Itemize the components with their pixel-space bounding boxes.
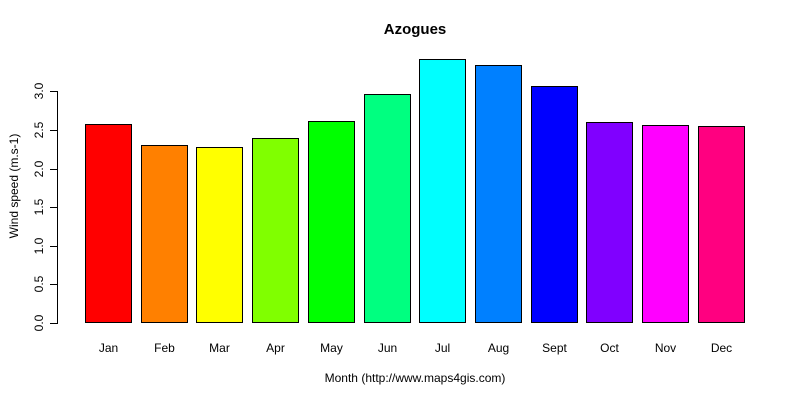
y-tick-label-2.0: 2.0 [32,160,46,178]
y-tick-label-1.0: 1.0 [32,237,46,255]
bar-sept [531,86,578,323]
y-tick-label-3.0: 3.0 [32,82,46,100]
chart-title: Azogues [383,21,447,38]
x-axis-title: Month (http://www.maps4gis.com) [324,371,506,385]
x-tick-label-dec: Dec [710,341,733,355]
x-tick-label-nov: Nov [654,341,677,355]
x-tick-label-mar: Mar [209,341,230,355]
y-axis-tick-2.5 [50,130,57,131]
x-tick-label-sept: Sept [542,341,567,355]
bar-jul [419,59,466,323]
x-tick-label-jun: Jun [377,341,398,355]
y-axis-line [57,91,58,324]
y-axis-tick-1.0 [50,246,57,247]
bar-jun [364,94,411,323]
bar-mar [196,147,243,323]
x-tick-label-feb: Feb [154,341,175,355]
x-tick-label-jan: Jan [98,341,119,355]
bar-nov [642,125,689,323]
bar-dec [698,126,745,323]
bar-oct [586,122,633,323]
bar-jan [85,124,132,323]
y-axis-tick-0.5 [50,284,57,285]
y-axis-title: Wind speed (m.s-1) [7,133,21,239]
bar-aug [475,65,522,323]
x-tick-label-apr: Apr [266,341,285,355]
bar-may [308,121,355,323]
y-axis-tick-3.0 [50,91,57,92]
y-axis-tick-0.0 [50,323,57,324]
y-axis-tick-1.5 [50,207,57,208]
bar-apr [252,138,299,323]
y-tick-label-0.0: 0.0 [32,314,46,332]
y-axis-tick-2.0 [50,169,57,170]
y-tick-label-2.5: 2.5 [32,121,46,139]
y-tick-label-0.5: 0.5 [32,275,46,293]
x-tick-label-aug: Aug [487,341,510,355]
x-tick-label-oct: Oct [600,341,619,355]
y-tick-label-1.5: 1.5 [32,198,46,216]
bar-feb [141,145,188,323]
x-tick-label-may: May [320,341,343,355]
x-tick-label-jul: Jul [434,341,451,355]
